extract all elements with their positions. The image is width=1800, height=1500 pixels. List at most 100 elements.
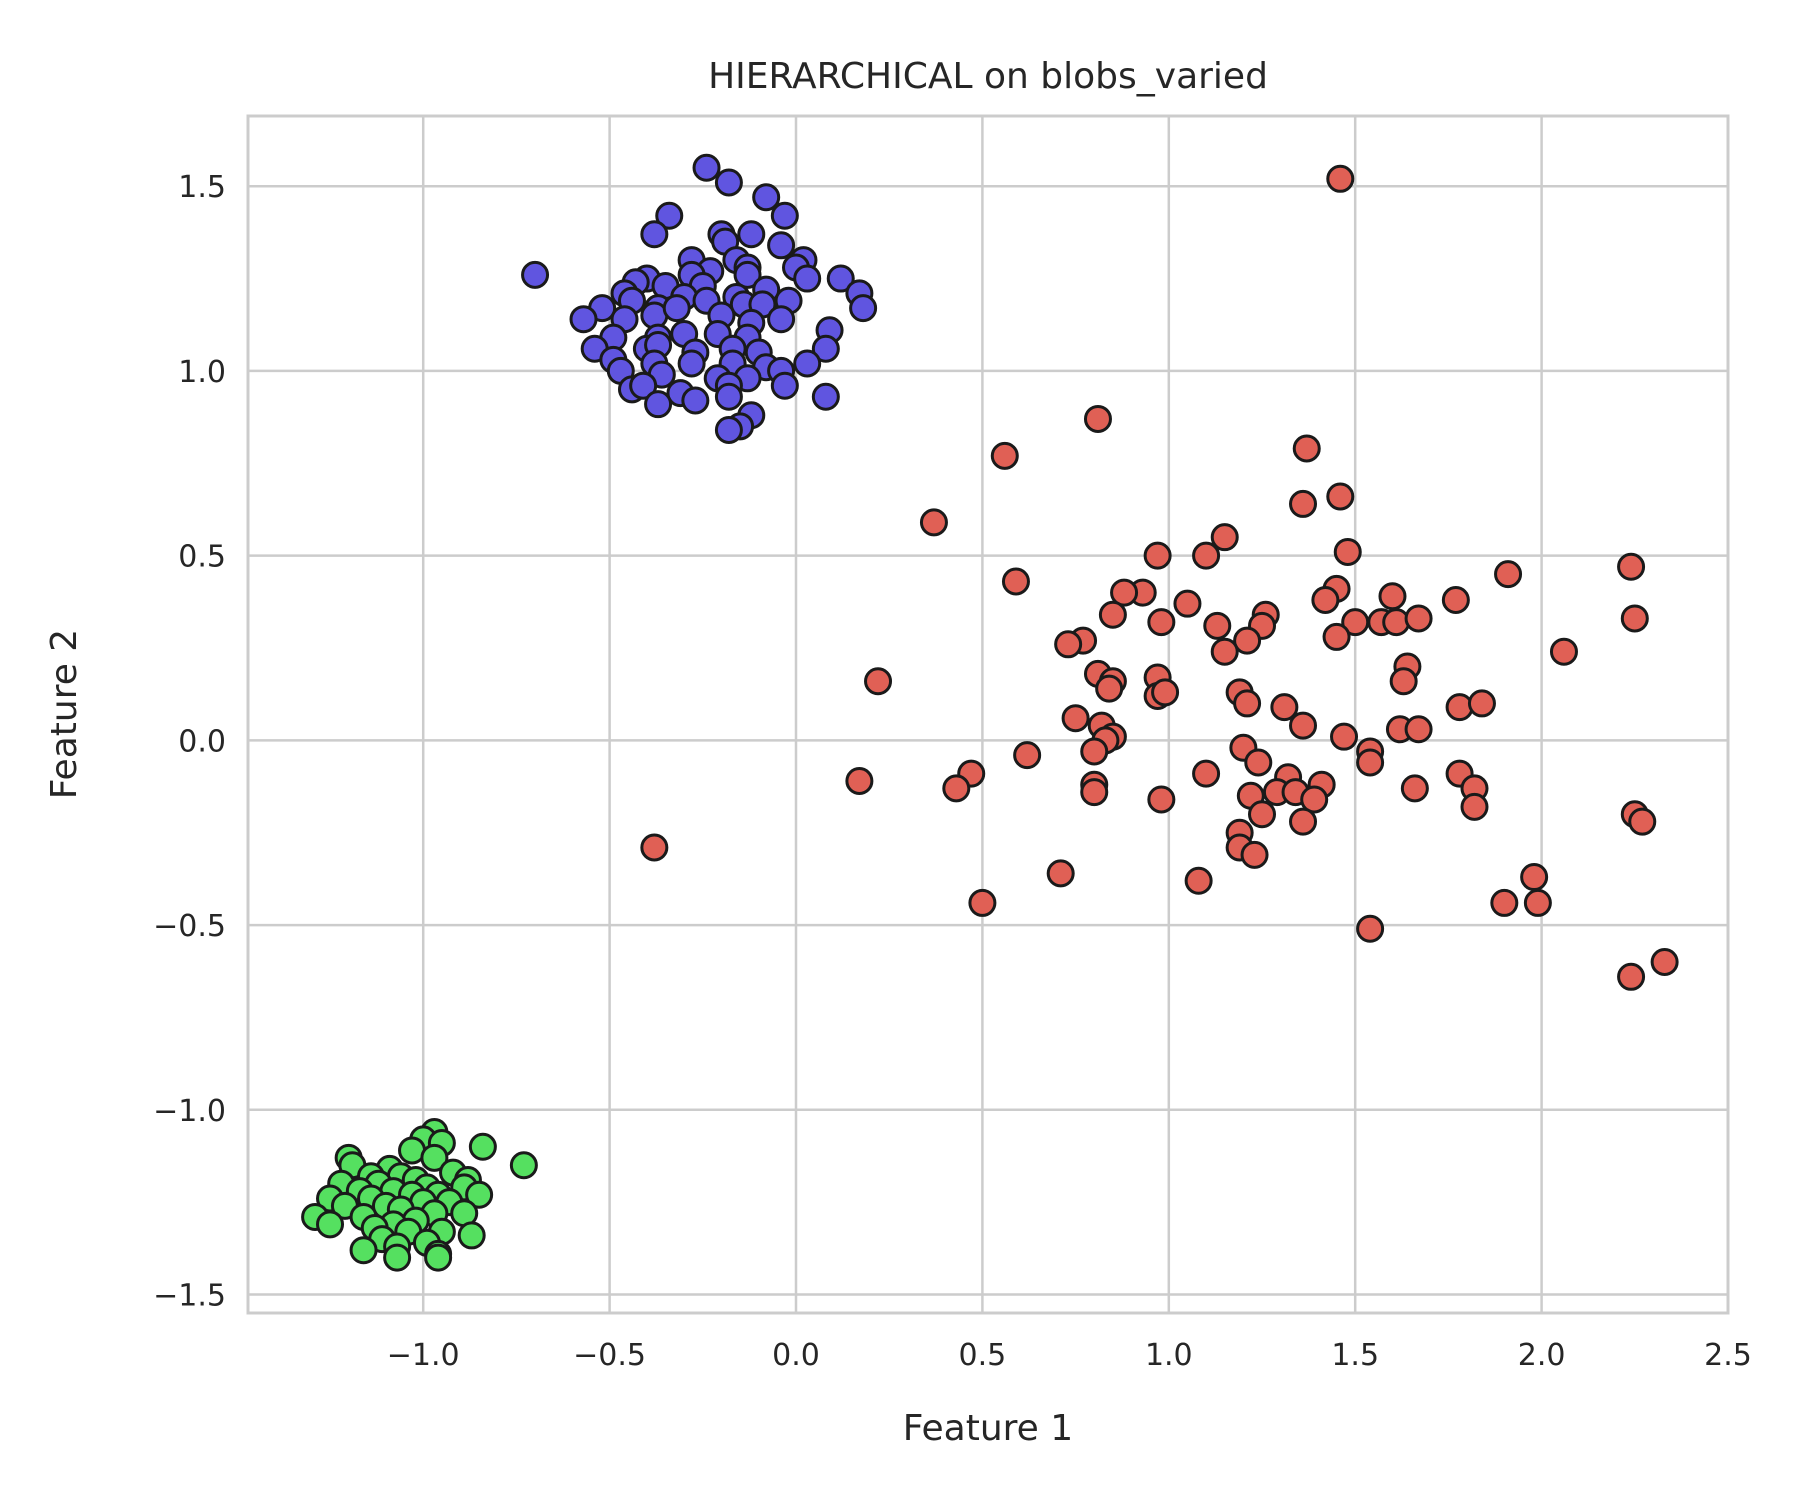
data-point [457, 1221, 486, 1250]
data-point [1311, 585, 1340, 614]
data-point [1445, 693, 1474, 722]
data-point [1620, 604, 1649, 633]
data-point [383, 1243, 412, 1272]
data-point [752, 183, 781, 212]
data-point [1061, 704, 1090, 733]
data-point [1490, 888, 1519, 917]
data-point [1289, 489, 1318, 518]
x-axis-label: Feature 1 [903, 1408, 1073, 1449]
data-point [1054, 630, 1083, 659]
data-point [1110, 578, 1139, 607]
data-point [640, 220, 669, 249]
y-tick-label: −1.0 [153, 1094, 226, 1129]
data-point [1233, 689, 1262, 718]
data-point [1289, 807, 1318, 836]
y-axis-ticks: −1.5 −1.0 −0.5 0.0 0.5 1.0 1.5 [153, 170, 226, 1313]
data-point [793, 264, 822, 293]
data-point [316, 1210, 345, 1239]
data-point [640, 833, 669, 862]
x-tick-label: 2.0 [1518, 1338, 1566, 1373]
data-point [424, 1243, 453, 1272]
data-point [1289, 711, 1318, 740]
data-point [919, 508, 948, 537]
data-point [1617, 552, 1646, 581]
data-point [1080, 778, 1109, 807]
data-point [1203, 611, 1232, 640]
data-point [468, 1132, 497, 1161]
data-point [1192, 759, 1221, 788]
x-tick-label: 1.0 [1145, 1338, 1193, 1373]
data-point [733, 260, 762, 289]
data-point [1356, 914, 1385, 943]
data-point [849, 294, 878, 323]
data-point [1143, 541, 1172, 570]
data-point [1210, 523, 1239, 552]
data-point [1326, 164, 1355, 193]
data-point [968, 888, 997, 917]
data-point [1467, 689, 1496, 718]
data-point [1333, 537, 1362, 566]
data-point [1441, 585, 1470, 614]
data-point [845, 767, 874, 795]
x-axis-ticks: −1.0 −0.5 0.0 0.5 1.0 1.5 2.0 2.5 [387, 1338, 1752, 1373]
grid [248, 116, 1730, 1313]
data-point [1248, 800, 1277, 829]
data-point [1192, 541, 1221, 570]
data-point [1300, 785, 1329, 814]
data-point [677, 349, 706, 378]
plot-frame [246, 114, 1730, 1315]
data-point [692, 153, 721, 182]
data-point [1322, 622, 1351, 651]
data-point [990, 441, 1019, 470]
data-point [942, 774, 971, 803]
data-point [770, 201, 799, 230]
data-point [1001, 567, 1030, 596]
data-point [1173, 589, 1202, 618]
data-point [767, 305, 796, 334]
data-point [1378, 582, 1407, 611]
data-point [1244, 748, 1273, 777]
data-point [1404, 604, 1433, 633]
data-point [714, 168, 743, 197]
data-point [569, 305, 598, 334]
y-tick-label: −0.5 [153, 909, 226, 944]
data-point [629, 371, 658, 400]
data-point [349, 1236, 378, 1265]
data-point [1494, 560, 1523, 589]
cluster-1-points [640, 164, 1679, 991]
x-tick-label: −0.5 [573, 1338, 646, 1373]
data-point [1356, 748, 1385, 777]
data-point [714, 382, 743, 411]
data-point [811, 382, 840, 411]
data-point [1549, 637, 1578, 666]
data-point [420, 1143, 449, 1172]
data-point [509, 1151, 538, 1180]
data-point [1095, 674, 1124, 703]
data-point [1080, 737, 1109, 766]
x-tick-label: 0.0 [772, 1338, 820, 1373]
data-point [644, 390, 673, 419]
y-tick-label: 1.0 [178, 355, 226, 390]
data-point [864, 667, 893, 696]
data-point [521, 260, 550, 289]
y-axis-label: Feature 2 [44, 629, 85, 799]
data-point [714, 416, 743, 445]
data-point [1013, 741, 1042, 770]
data-point [1147, 785, 1176, 814]
data-point [1292, 434, 1321, 463]
data-point [770, 371, 799, 400]
data-point [737, 220, 766, 249]
data-point [1460, 792, 1489, 821]
data-point [1151, 678, 1180, 707]
data-point [1330, 722, 1359, 751]
data-point [1382, 608, 1411, 637]
y-tick-label: 1.5 [178, 170, 226, 205]
data-point [1628, 807, 1657, 836]
data-point [1210, 637, 1239, 666]
chart-title: HIERARCHICAL on blobs_varied [708, 56, 1268, 97]
data-point [1046, 859, 1075, 888]
data-point [681, 386, 710, 415]
y-tick-label: −1.5 [153, 1279, 226, 1314]
